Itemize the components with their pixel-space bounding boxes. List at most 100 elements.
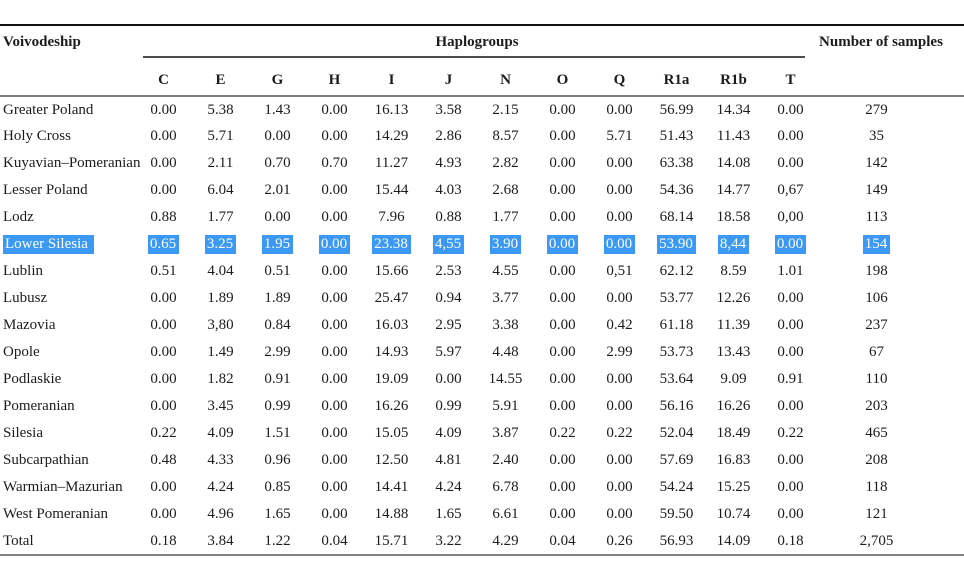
value-cell-text: 0.96 xyxy=(264,452,291,468)
value-cell-text: 2.82 xyxy=(492,155,519,171)
value-cell-text: 0.00 xyxy=(321,209,348,225)
value-cell: 25.47 xyxy=(363,285,420,312)
value-cell-text: 0.70 xyxy=(321,155,348,171)
value-cell: 0.00 xyxy=(306,393,363,420)
value-cell-text: 1.49 xyxy=(207,344,234,360)
value-cell: 3.58 xyxy=(420,96,477,123)
value-cell: 1.77 xyxy=(192,204,249,231)
value-cell: 0.00 xyxy=(306,123,363,150)
value-cell-text: 0.22 xyxy=(150,425,177,441)
value-cell-text: 3.22 xyxy=(435,532,462,549)
voivodeship-cell: Greater Poland xyxy=(0,96,135,123)
value-cell-text: 7.96 xyxy=(378,209,405,225)
value-cell-text: 0.00 xyxy=(264,209,291,225)
table-row: Opole 0.00 1.49 2.99 0.00 14.93 5.97 4.48 0.00 2.… xyxy=(0,339,964,366)
value-cell: 0.00 xyxy=(534,366,591,393)
value-cell: 8.59 xyxy=(705,258,762,285)
value-cell-text: 15.05 xyxy=(374,425,409,441)
value-cell-text: 1.43 xyxy=(264,101,291,118)
samples-cell: 237 xyxy=(819,312,964,339)
value-cell: 0.00 xyxy=(534,150,591,177)
value-cell: 0.00 xyxy=(534,312,591,339)
value-cell: 0.00 xyxy=(135,123,192,150)
voivodeship-cell: Silesia xyxy=(0,420,135,447)
value-cell: 0.48 xyxy=(135,447,192,474)
value-cell: 3.38 xyxy=(477,312,534,339)
value-cell-text: 0.00 xyxy=(549,398,576,414)
value-cell-text: 1.65 xyxy=(435,506,462,522)
value-cell: 0.00 xyxy=(135,393,192,420)
value-cell-text: 0.00 xyxy=(321,452,348,468)
value-cell-text: 62.12 xyxy=(659,263,694,279)
voivodeship-cell: Pomeranian xyxy=(0,393,135,420)
value-cell: 8.57 xyxy=(477,123,534,150)
value-cell-text: 0.00 xyxy=(777,479,804,495)
value-cell: 0.00 xyxy=(762,339,819,366)
value-cell-text: 52.04 xyxy=(659,425,694,441)
value-cell-text: 1.89 xyxy=(264,290,291,306)
value-cell-text: 5.71 xyxy=(606,128,633,144)
value-cell: 0.00 xyxy=(591,150,648,177)
value-cell-text: 3.84 xyxy=(207,532,234,549)
value-cell: 0.04 xyxy=(306,528,363,555)
value-cell-text: 0.00 xyxy=(321,344,348,360)
value-cell-text: 3.25 xyxy=(204,235,237,254)
voivodeship-cell-text: Total xyxy=(3,532,34,549)
value-cell-text: 56.16 xyxy=(659,398,694,414)
value-cell-text: 8,44 xyxy=(717,235,750,254)
column-header-e: E xyxy=(215,71,226,88)
value-cell: 0.00 xyxy=(762,231,819,258)
value-cell: 16.26 xyxy=(363,393,420,420)
value-cell-text: 61.18 xyxy=(659,317,694,333)
value-cell: 52.04 xyxy=(648,420,705,447)
value-cell-text: 0.00 xyxy=(264,128,291,144)
table-row: Total 0.18 3.84 1.22 0.04 15.71 3.22 4.29 0.04 0.… xyxy=(0,528,964,555)
value-cell: 4.03 xyxy=(420,177,477,204)
value-cell: 10.74 xyxy=(705,501,762,528)
table-row: Lodz 0.88 1.77 0.00 0.00 7.96 0.88 1.77 0.00 0.00… xyxy=(0,204,964,231)
value-cell-text: 0.00 xyxy=(321,506,348,522)
samples-cell: 149 xyxy=(819,177,964,204)
samples-cell: 121 xyxy=(819,501,964,528)
value-cell: 15.71 xyxy=(363,528,420,555)
value-cell: 0.00 xyxy=(306,177,363,204)
value-cell: 16.13 xyxy=(363,96,420,123)
value-cell-text: 0.00 xyxy=(150,506,177,522)
voivodeship-cell-text: Lesser Poland xyxy=(3,182,88,198)
value-cell-text: 4,55 xyxy=(432,235,465,254)
value-cell: 0.00 xyxy=(534,474,591,501)
value-cell: 0.00 xyxy=(306,204,363,231)
voivodeship-cell-text: Pomeranian xyxy=(3,398,75,414)
value-cell: 0.00 xyxy=(135,366,192,393)
value-cell-text: 0.00 xyxy=(606,290,633,306)
value-cell-text: 0.00 xyxy=(777,128,804,144)
value-cell-text: 0.00 xyxy=(777,506,804,522)
samples-cell: 110 xyxy=(819,366,964,393)
value-cell: 1.22 xyxy=(249,528,306,555)
table-row: Mazovia 0.00 3,80 0.84 0.00 16.03 2.95 3.38 0.00… xyxy=(0,312,964,339)
value-cell-text: 4.81 xyxy=(435,452,462,468)
value-cell: 53.77 xyxy=(648,285,705,312)
table-row: Lubusz 0.00 1.89 1.89 0.00 25.47 0.94 3.77 0.00 0… xyxy=(0,285,964,312)
value-cell: 2.53 xyxy=(420,258,477,285)
voivodeship-cell: Holy Cross xyxy=(0,123,135,150)
value-cell-text: 59.50 xyxy=(659,506,694,522)
value-cell: 56.93 xyxy=(648,528,705,555)
value-cell-text: 0.04 xyxy=(549,532,576,549)
value-cell-text: 6.04 xyxy=(207,182,234,198)
value-cell-text: 0.00 xyxy=(150,290,177,306)
value-cell-text: 0.91 xyxy=(777,371,804,387)
value-cell: 4,55 xyxy=(420,231,477,258)
value-cell: 11.27 xyxy=(363,150,420,177)
value-cell-text: 0.00 xyxy=(321,101,348,118)
voivodeship-cell: Lublin xyxy=(0,258,135,285)
table-row: Holy Cross 0.00 5.71 0.00 0.00 14.29 2.86 8.57 0… xyxy=(0,123,964,150)
value-cell-text: 0,00 xyxy=(777,209,804,225)
value-cell-text: 0.00 xyxy=(777,452,804,468)
value-cell: 63.38 xyxy=(648,150,705,177)
value-cell: 0.00 xyxy=(762,285,819,312)
value-cell-text: 0.00 xyxy=(774,235,807,254)
value-cell-text: 18.49 xyxy=(716,425,751,441)
value-cell: 0.00 xyxy=(762,123,819,150)
samples-cell-text: 110 xyxy=(865,371,888,387)
